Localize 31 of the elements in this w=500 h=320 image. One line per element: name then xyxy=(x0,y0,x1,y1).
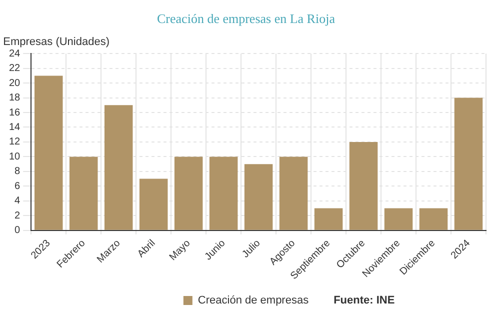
bar xyxy=(209,156,238,230)
y-tick-label: 14 xyxy=(9,122,21,133)
bar xyxy=(314,208,343,230)
bar xyxy=(69,156,98,230)
y-tick-label: 10 xyxy=(9,151,21,162)
y-tick-label: 12 xyxy=(9,136,21,148)
y-tick-label: 24 xyxy=(9,48,21,60)
y-tick-label: 4 xyxy=(14,196,21,207)
y-tick-label: 20 xyxy=(9,78,21,89)
y-axis-title: Empresas (Unidades) xyxy=(3,36,110,48)
legend-label: Creación de empresas xyxy=(198,294,310,307)
bar xyxy=(454,98,483,230)
chart-title: Creación de empresas en La Rioja xyxy=(157,11,336,26)
bar xyxy=(34,76,63,230)
bar xyxy=(174,156,203,230)
bar xyxy=(384,208,413,230)
bar xyxy=(279,156,308,230)
y-tick-label: 6 xyxy=(14,180,21,192)
source-note: Fuente: INE xyxy=(334,294,395,307)
bar xyxy=(244,164,273,230)
y-tick-label: 2 xyxy=(14,210,21,222)
bar xyxy=(139,178,168,230)
y-tick-label: 16 xyxy=(9,107,21,118)
y-tick-label: 22 xyxy=(9,63,21,74)
bar xyxy=(349,142,378,230)
bar xyxy=(419,208,448,230)
y-tick-label: 18 xyxy=(9,92,21,104)
x-tick-label: Julio xyxy=(240,238,263,260)
y-tick-label: 0 xyxy=(14,225,21,236)
bar xyxy=(104,105,133,230)
y-tick-label: 8 xyxy=(14,166,21,178)
